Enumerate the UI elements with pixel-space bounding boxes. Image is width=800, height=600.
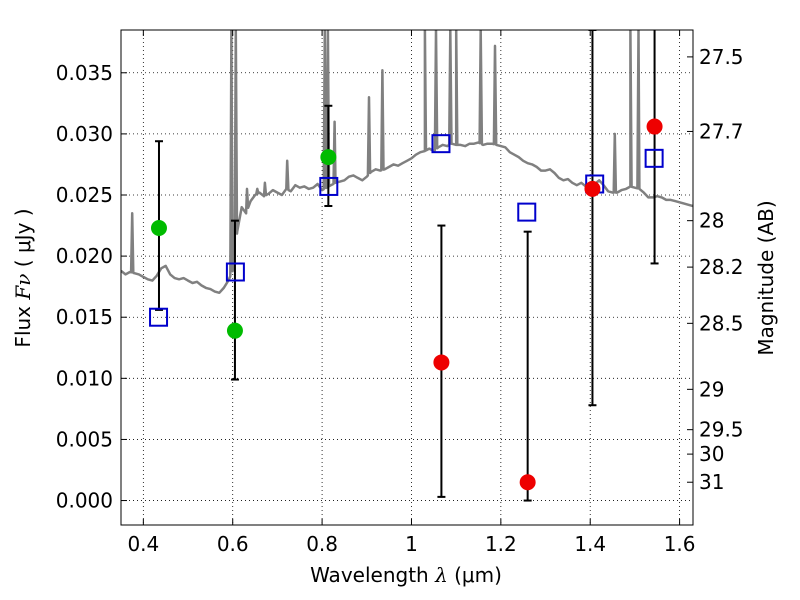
mag-tick-label: 28 xyxy=(699,209,724,233)
mag-tick-label: 29.5 xyxy=(699,418,744,442)
x-tick-label: 0.8 xyxy=(306,532,338,556)
y-tick-label: 0.020 xyxy=(56,244,113,268)
x-tick-label: 1 xyxy=(405,532,418,556)
y-tick-label: 0.030 xyxy=(56,122,113,146)
nir-point-marker xyxy=(646,118,663,135)
x-tick-label: 1.6 xyxy=(664,532,696,556)
mag-tick-label: 27.5 xyxy=(699,45,744,69)
ticks: 0.4 0.6 0.8 1 1.2 1.4 1.6 0.000 0.005 0.010 0.015 0… xyxy=(56,30,744,556)
model-photometry-square xyxy=(431,134,451,154)
y-tick-label: 0.025 xyxy=(56,183,113,207)
optical-point-marker xyxy=(226,322,243,339)
x-tick-label: 0.4 xyxy=(127,532,159,556)
x-axis-title: Wavelength λ (μm) xyxy=(310,563,502,587)
nir-point-marker xyxy=(584,180,601,197)
x-tick-label: 0.6 xyxy=(217,532,249,556)
mag-tick-label: 28.5 xyxy=(699,311,744,335)
y-tick-label: 0.010 xyxy=(56,366,113,390)
model-photometry-square xyxy=(319,176,339,196)
model-photometry-square xyxy=(149,307,169,327)
nir-point-marker xyxy=(433,354,450,371)
mag-tick-label: 27.7 xyxy=(699,119,744,143)
y-axis-title: Flux Fν ( μJy ) xyxy=(11,208,35,347)
plot-area xyxy=(121,30,693,502)
mag-tick-label: 29 xyxy=(699,377,724,401)
plot-background xyxy=(121,30,693,525)
y-tick-label: 0.005 xyxy=(56,427,113,451)
optical-point-marker xyxy=(150,220,167,236)
plot-frame xyxy=(120,29,694,526)
x-tick-label: 1.4 xyxy=(574,532,606,556)
optical-point-marker xyxy=(320,149,337,166)
x-tick-label: 1.2 xyxy=(485,532,517,556)
y2-axis-title: Magnitude (AB) xyxy=(754,200,778,355)
y-tick-label: 0.015 xyxy=(56,305,113,329)
mag-tick-label: 30 xyxy=(699,442,724,466)
model-photometry-square xyxy=(225,262,245,282)
model-photometry-square xyxy=(644,148,664,168)
y-tick-label: 0.035 xyxy=(56,61,113,85)
model-photometry-square xyxy=(517,202,537,222)
grid xyxy=(121,30,693,525)
mag-tick-label: 31 xyxy=(699,470,724,494)
y-tick-label: 0.000 xyxy=(56,489,113,513)
mag-tick-label: 28.2 xyxy=(699,255,744,279)
nir-point-marker xyxy=(519,474,536,491)
